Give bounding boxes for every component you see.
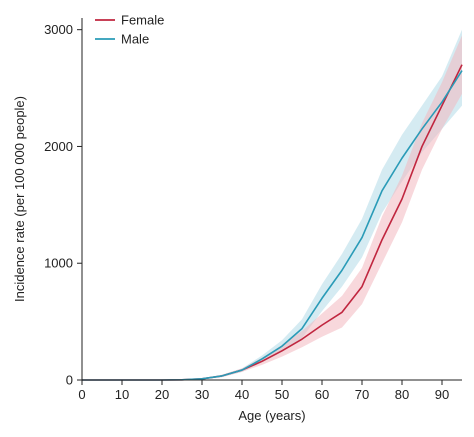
- female-series-line: [82, 64, 463, 381]
- x-tick-label: 70: [355, 387, 369, 402]
- y-tick-label: 2000: [44, 139, 73, 154]
- axes: [77, 18, 462, 385]
- x-tick-label: 10: [115, 387, 129, 402]
- x-tick-label: 20: [155, 387, 169, 402]
- y-tick-label: 1000: [44, 256, 73, 271]
- x-tick-label: 30: [195, 387, 209, 402]
- legend-entry-female: Female: [95, 13, 164, 28]
- legend-entry-male: Male: [95, 32, 149, 47]
- y-tick-label: 0: [66, 373, 73, 388]
- x-tick-label: 60: [315, 387, 329, 402]
- x-axis-label: Age (years): [238, 408, 305, 423]
- x-tick-label: 90: [435, 387, 449, 402]
- y-axis-label: Incidence rate (per 100 000 people): [12, 96, 27, 302]
- confidence-bands: [82, 29, 462, 381]
- y-tick-label: 3000: [44, 22, 73, 37]
- male-confidence-band: [82, 29, 462, 381]
- female-confidence-band: [82, 35, 462, 381]
- male-series-line: [82, 70, 463, 381]
- legend-label-male: Male: [121, 32, 149, 47]
- series-lines: [82, 64, 463, 381]
- x-tick-label: 40: [235, 387, 249, 402]
- x-tick-label: 0: [78, 387, 85, 402]
- x-tick-label: 50: [275, 387, 289, 402]
- legend-label-female: Female: [121, 13, 164, 28]
- x-tick-label: 80: [395, 387, 409, 402]
- tick-labels: 0 10 20 30 40 50 60 70 80 90 0 1000 2000 3000: [44, 22, 449, 402]
- legend: Female Male: [95, 13, 164, 47]
